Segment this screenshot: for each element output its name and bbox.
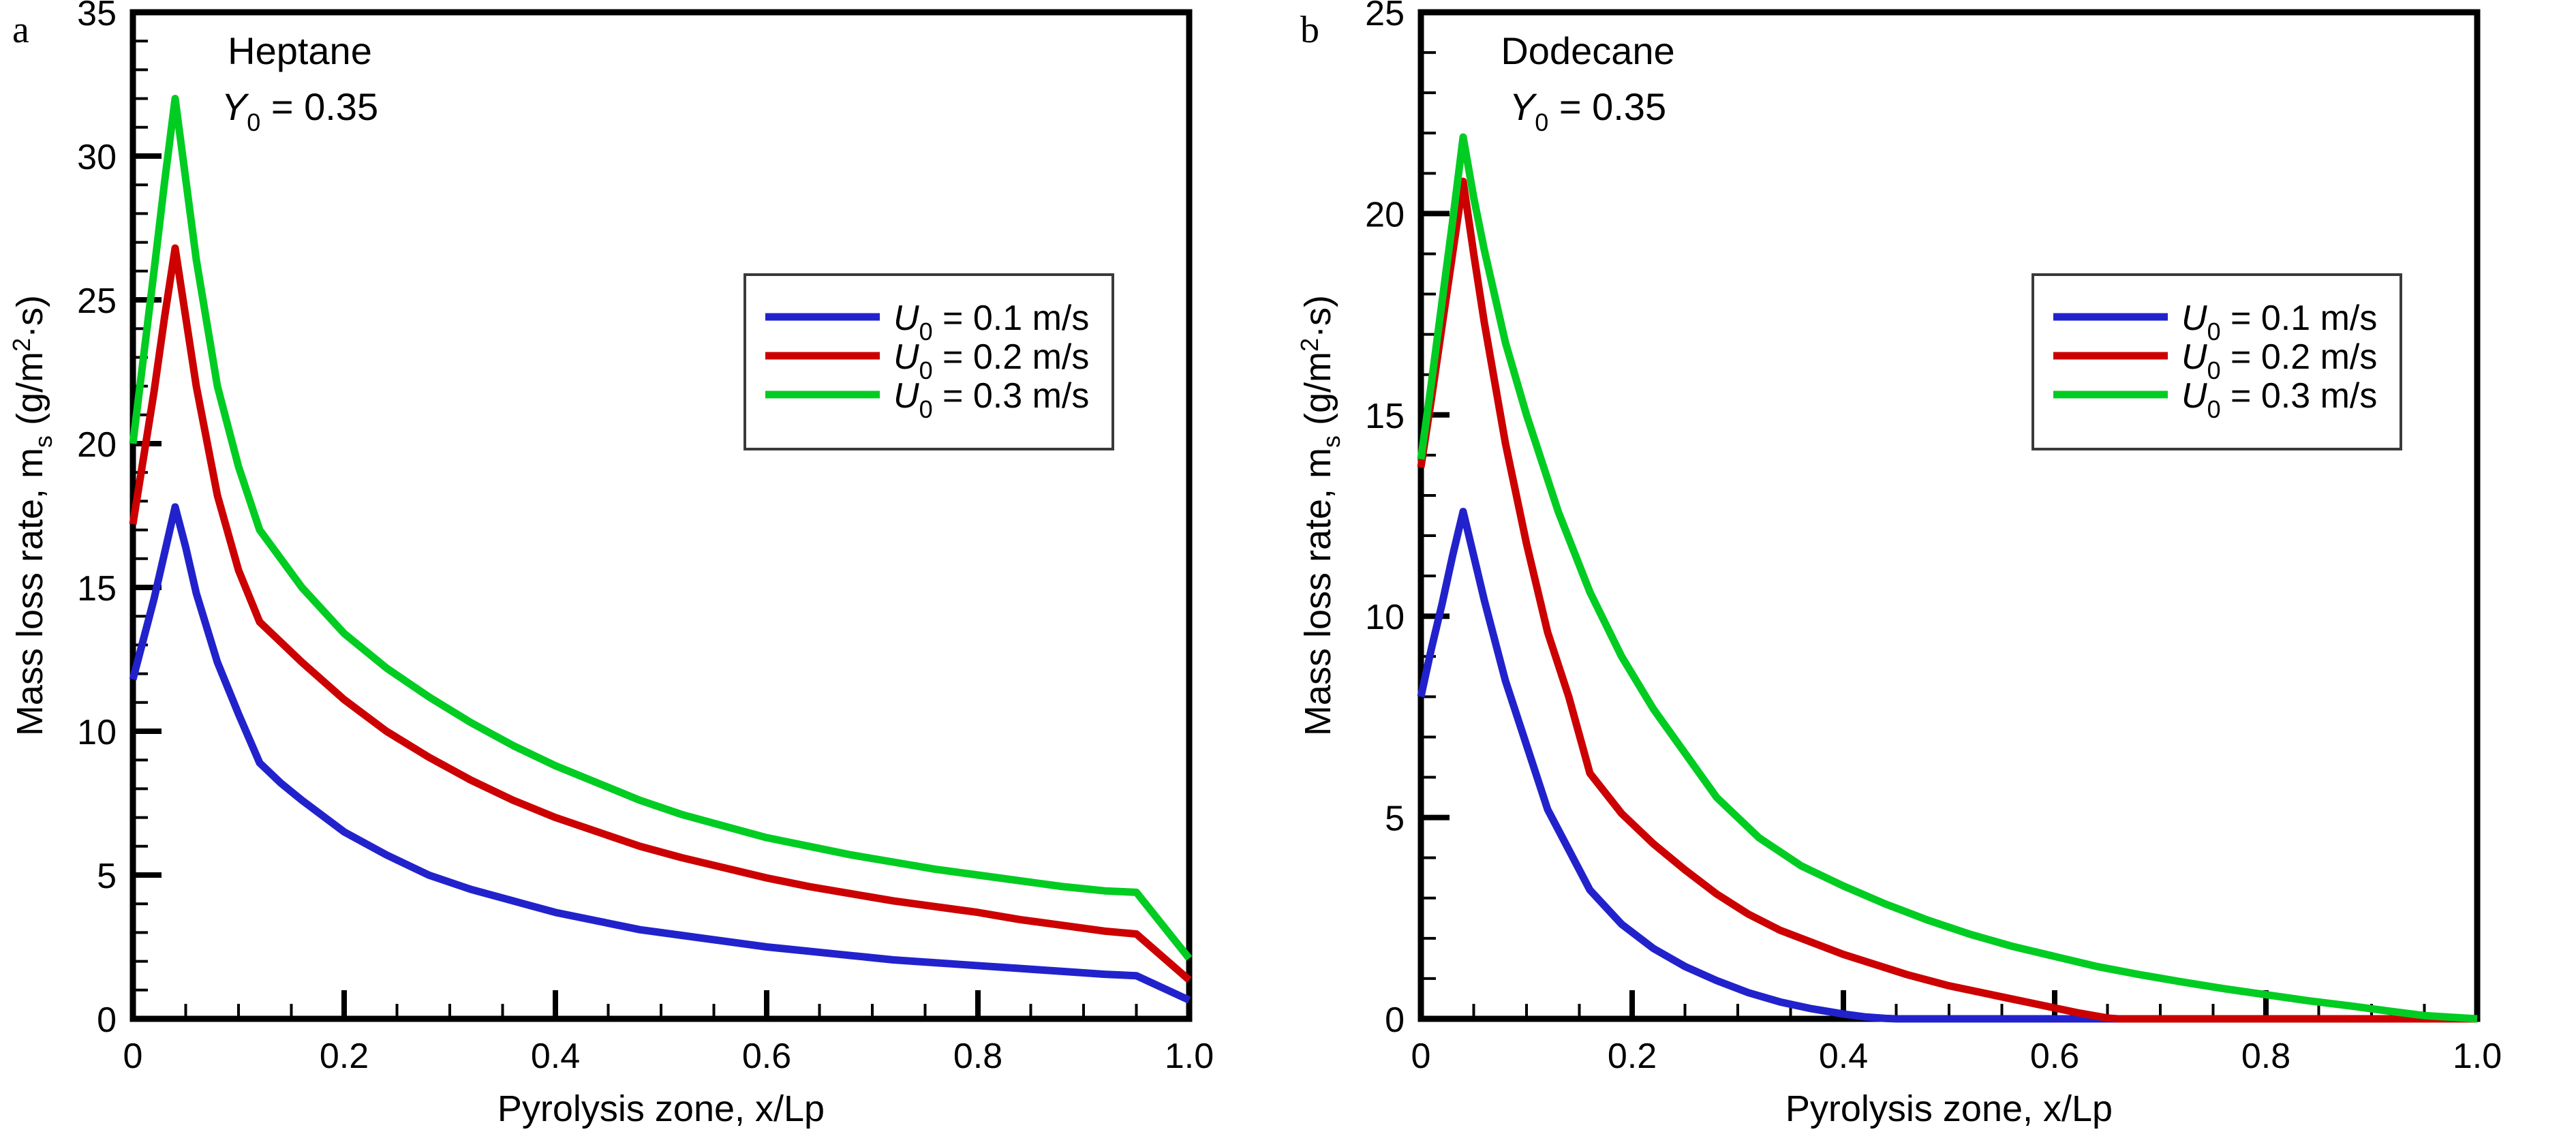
series-line-2 [129, 244, 1192, 983]
y-tick-label: 20 [1365, 195, 1405, 234]
y-tick-label: 10 [77, 713, 117, 752]
mass-fraction-annotation: Y0 = 0.35 [1509, 85, 1666, 136]
y-axis-title: Mass loss rate, ms (g/m2·s) [7, 295, 57, 736]
chart-svg: a 0 5 10 15 20 25 30 35 0 0.2 0.4 0.6 0.8 1.0 Pyrolysis… [7, 0, 1214, 1129]
x-tick-label: 0.4 [1819, 1037, 1868, 1076]
fuel-name-annotation: Dodecane [1501, 29, 1674, 72]
plot-frame [129, 9, 1193, 1022]
chart-panel-b: b 0 5 10 15 20 25 0 0.2 0.4 0.6 0.8 1.0 Pyrolysis zon… [1288, 0, 2576, 1134]
y-tick-label: 20 [77, 425, 117, 465]
y-tick-label: 5 [97, 857, 117, 896]
legend-label-1: U0 = 0.1 m/s [893, 298, 1089, 346]
y-tick-label: 35 [77, 0, 117, 33]
series-group [129, 95, 1193, 1004]
legend-label-3: U0 = 0.3 m/s [2181, 376, 2377, 423]
legend-box [743, 273, 1114, 450]
x-tick-label: 0.6 [742, 1037, 791, 1076]
mass-fraction-annotation: Y0 = 0.35 [221, 85, 378, 136]
y-tick-label: 25 [77, 281, 117, 321]
x-axis-title: Pyrolysis zone, x/Lp [497, 1088, 825, 1129]
panel-letter: b [1300, 9, 1319, 51]
x-tick-label: 0.8 [2241, 1037, 2290, 1076]
y-axis-title: Mass loss rate, ms (g/m2·s) [1295, 295, 1345, 736]
series-line-1 [129, 503, 1191, 1004]
x-tick-label: 0.8 [953, 1037, 1002, 1076]
fuel-name-annotation: Heptane [228, 29, 372, 72]
x-axis-title: Pyrolysis zone, x/Lp [1785, 1088, 2113, 1129]
series-line-3 [129, 95, 1193, 961]
y-tick-label: 30 [77, 138, 117, 177]
x-tick-label: 0.6 [2030, 1037, 2079, 1076]
axis-ticks: 0 5 10 15 20 25 0 0.2 0.4 0.6 0.8 1.0 [1365, 0, 2502, 1076]
chart-svg: b 0 5 10 15 20 25 0 0.2 0.4 0.6 0.8 1.0 Pyrolysis zon… [1295, 0, 2502, 1129]
x-tick-label: 0.4 [531, 1037, 580, 1076]
x-tick-label: 1.0 [2453, 1037, 2502, 1076]
series-line-1 [1417, 508, 2477, 1023]
y-tick-label: 0 [97, 1000, 117, 1040]
legend: U0 = 0.1 m/sU0 = 0.2 m/sU0 = 0.3 m/s [743, 273, 1114, 450]
y-tick-label: 5 [1385, 799, 1405, 839]
y-tick-label: 0 [1385, 1000, 1405, 1040]
legend-label-3: U0 = 0.3 m/s [893, 376, 1089, 423]
y-tick-label: 25 [1365, 0, 1405, 33]
series-line-3 [1417, 133, 2478, 1023]
x-tick-label: 0.2 [1608, 1037, 1657, 1076]
panel-letter: a [12, 9, 29, 51]
x-tick-label: 0.2 [320, 1037, 369, 1076]
x-tick-label: 0 [123, 1037, 143, 1076]
axis-ticks: 0 5 10 15 20 25 30 35 0 0.2 0.4 0.6 0.8 1.0 [77, 0, 1214, 1076]
series-group [1417, 133, 2478, 1023]
series-line-2 [1417, 177, 2477, 1023]
y-tick-label: 10 [1365, 598, 1405, 637]
legend-label-2: U0 = 0.2 m/s [893, 337, 1089, 384]
legend-label-2: U0 = 0.2 m/s [2181, 337, 2377, 384]
y-tick-label: 15 [77, 569, 117, 609]
chart-panel-a: a 0 5 10 15 20 25 30 35 0 0.2 0.4 0.6 0.8 1.0 Pyrolysis… [7, 0, 1214, 1129]
legend-box [2031, 273, 2402, 450]
y-tick-label: 15 [1365, 397, 1405, 436]
x-tick-label: 1.0 [1165, 1037, 1214, 1076]
legend: U0 = 0.1 m/sU0 = 0.2 m/sU0 = 0.3 m/s [2031, 273, 2402, 450]
legend-label-1: U0 = 0.1 m/s [2181, 298, 2377, 346]
x-tick-label: 0 [1411, 1037, 1431, 1076]
